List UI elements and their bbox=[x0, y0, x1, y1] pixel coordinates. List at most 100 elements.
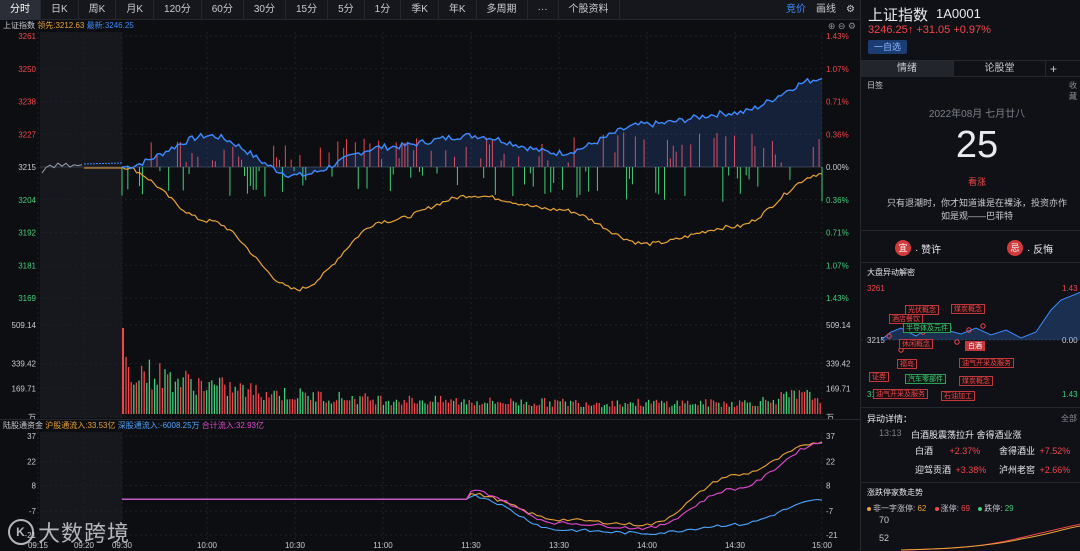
pct-tick-label: 1.43% bbox=[826, 32, 849, 41]
flow-tick-label: 22 bbox=[27, 458, 36, 467]
anomaly-tag[interactable]: 休闲概念 bbox=[899, 339, 933, 349]
chart-controls[interactable]: ⊕ ⊖ ⚙ bbox=[827, 21, 856, 31]
flow-tick-label: 8 bbox=[826, 482, 831, 491]
premarket-shade bbox=[40, 32, 122, 418]
index-line bbox=[122, 77, 823, 179]
period-tab[interactable]: ··· bbox=[528, 0, 559, 20]
period-tab[interactable]: 年K bbox=[439, 0, 477, 20]
price-tick-label: 3227 bbox=[18, 130, 36, 139]
time-tick-label: 14:30 bbox=[725, 541, 746, 550]
day-sign-label: 日签 bbox=[867, 81, 883, 90]
detail-text[interactable]: 白酒股震荡拉升 舍得酒业涨 bbox=[911, 430, 1022, 440]
mini-event-marker bbox=[980, 323, 986, 329]
period-tab[interactable]: 5分 bbox=[328, 0, 365, 20]
stock-pct: +3.38% bbox=[955, 465, 987, 475]
stock-pct: +2.37% bbox=[949, 446, 981, 456]
divider bbox=[861, 482, 1080, 483]
stock-name: 白酒 bbox=[915, 446, 934, 456]
anomaly-tag[interactable]: 煤炭概念 bbox=[959, 376, 993, 386]
watermark: K 大数跨境 bbox=[8, 516, 130, 548]
anomaly-tag[interactable]: 石油加工 bbox=[941, 391, 975, 401]
stock-cell-2[interactable]: 舍得酒业 +7.52% bbox=[999, 443, 1070, 459]
time-tick-label: 09:20 bbox=[74, 541, 95, 550]
settings-icon[interactable]: ⚙ bbox=[846, 4, 855, 15]
anomaly-tag[interactable]: 证券 bbox=[869, 372, 889, 382]
anomaly-tag[interactable]: 汽车零部件 bbox=[905, 374, 946, 384]
tab-forum[interactable]: 论股堂 bbox=[953, 61, 1045, 77]
anomaly-title: 大盘异动解密 bbox=[867, 268, 915, 277]
anomaly-tag[interactable]: 煤炭概念 bbox=[951, 304, 985, 314]
flow-tick-label: 37 bbox=[826, 432, 835, 441]
intraday-chart[interactable]: 3261 1.43% 3250 1.07% 3238 0.71% 3227 0.36% 3215… bbox=[0, 32, 860, 551]
stock-cell-1[interactable]: 白酒 +2.37% bbox=[915, 443, 980, 459]
price-tick-label: 3238 bbox=[18, 98, 36, 107]
vote-yes-button[interactable]: 宜 · 赞许 bbox=[895, 240, 941, 256]
add-watchlist-button[interactable]: 一自选 bbox=[868, 40, 908, 54]
flow-total-value: 合计流入:32.93亿 bbox=[201, 421, 265, 430]
anomaly-tag[interactable]: 油气开采及服务 bbox=[873, 389, 928, 399]
collect-button[interactable]: 收藏 bbox=[1069, 81, 1077, 101]
anomaly-tag[interactable]: 福岛 bbox=[897, 359, 917, 369]
price-info-bar: 上证指数 领先:3212.63 最新:3246.25 ⊕ ⊖ ⚙ bbox=[0, 20, 860, 32]
legend-item-2: 涨停: 69 bbox=[934, 504, 970, 513]
period-tab[interactable]: 120分 bbox=[154, 0, 202, 20]
time-tick-label: 10:30 bbox=[285, 541, 306, 550]
sentiment-number: 25 bbox=[955, 124, 999, 166]
anomaly-tag[interactable]: 半导体及元件 bbox=[903, 323, 951, 333]
detail-all-link[interactable]: 全部 bbox=[1061, 414, 1077, 423]
vote-no-badge: 忌 bbox=[1007, 240, 1023, 256]
flow-tick-label: 8 bbox=[32, 482, 37, 491]
volume-tick-label: 509.14 bbox=[12, 321, 37, 330]
stock-cell-4[interactable]: 泸州老窖 +2.66% bbox=[999, 462, 1070, 478]
anomaly-tag[interactable]: 白酒 bbox=[965, 341, 985, 351]
watermark-text: 大数跨境 bbox=[38, 521, 131, 546]
tab-sentiment[interactable]: 情绪 bbox=[861, 61, 953, 77]
auction-line bbox=[41, 162, 83, 174]
flow-sh-value: 沪股通流入:33.53亿 bbox=[45, 421, 116, 430]
index-area bbox=[122, 78, 822, 178]
time-tick-label: 09:30 bbox=[112, 541, 133, 550]
flow-tick-label: 22 bbox=[826, 458, 835, 467]
legend-dot-icon bbox=[867, 506, 871, 511]
pct-tick-label: 0.36% bbox=[826, 130, 849, 139]
period-tab[interactable]: 30分 bbox=[244, 0, 286, 20]
period-tab[interactable]: 周K bbox=[79, 0, 117, 20]
price-tick-label: 3215 bbox=[18, 163, 36, 172]
sentiment-verdict: 看涨 bbox=[967, 177, 986, 187]
period-tab[interactable]: 分时 bbox=[0, 0, 41, 20]
draw-line-button[interactable]: 画线 bbox=[816, 4, 837, 15]
toolbar-right: 竞价 画线 ⚙ bbox=[781, 0, 860, 19]
period-tab[interactable]: 1分 bbox=[365, 0, 402, 20]
anomaly-tag[interactable]: 油气开采及服务 bbox=[959, 358, 1014, 368]
stock-pct: +7.52% bbox=[1039, 446, 1071, 456]
price-tick-label: 3169 bbox=[18, 294, 36, 303]
vote-yes-badge: 宜 bbox=[895, 240, 911, 256]
pct-tick-label: 1.07% bbox=[826, 261, 849, 270]
price-tick-label: 3250 bbox=[18, 65, 36, 74]
vote-no-label: · 反悔 bbox=[1027, 244, 1054, 256]
limit-legend: 非一字涨停: 62 涨停: 69 跌停: 29 bbox=[867, 503, 1014, 514]
legend-item-3: 跌停: 29 bbox=[978, 504, 1014, 513]
legend-item-1: 非一字涨停: 62 bbox=[867, 504, 926, 513]
time-tick-label: 14:00 bbox=[637, 541, 658, 550]
flow-tick-label: -7 bbox=[29, 507, 37, 516]
auction-toggle[interactable]: 竞价 bbox=[786, 4, 807, 15]
divider bbox=[861, 262, 1080, 263]
side-index-code: 1A0001 bbox=[936, 6, 981, 21]
pct-tick-label: 1.07% bbox=[826, 65, 849, 74]
period-tab[interactable]: 日K bbox=[41, 0, 79, 20]
index-name-label: 上证指数 bbox=[3, 21, 35, 30]
period-tab[interactable]: 个股资料 bbox=[559, 0, 620, 20]
period-tab[interactable]: 多周期 bbox=[477, 0, 528, 20]
price-tick-label: 3181 bbox=[18, 261, 36, 270]
vote-no-button[interactable]: 忌 · 反悔 bbox=[1007, 240, 1053, 256]
tab-add[interactable]: + bbox=[1045, 61, 1061, 77]
period-tab[interactable]: 60分 bbox=[202, 0, 244, 20]
stock-cell-3[interactable]: 迎驾贡酒 +3.38% bbox=[915, 462, 986, 478]
time-tick-label: 15:00 bbox=[812, 541, 833, 550]
period-tab[interactable]: 季K bbox=[401, 0, 439, 20]
side-panel: 上证指数 1A0001 3246.25↑ +31.05 +0.97% 一自选 情… bbox=[860, 0, 1080, 551]
legend-dot-icon bbox=[978, 506, 983, 511]
period-tab[interactable]: 15分 bbox=[286, 0, 329, 20]
period-tab[interactable]: 月K bbox=[116, 0, 155, 20]
